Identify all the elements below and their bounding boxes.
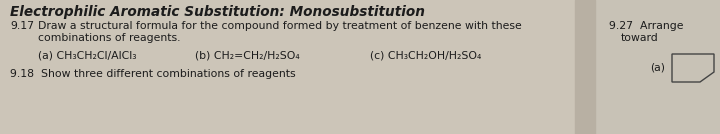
Text: (c) CH₃CH₂OH/H₂SO₄: (c) CH₃CH₂OH/H₂SO₄ <box>370 50 482 60</box>
Text: (a): (a) <box>650 62 665 72</box>
Text: Draw a structural formula for the compound formed by treatment of benzene with t: Draw a structural formula for the compou… <box>38 21 522 31</box>
Text: (a) CH₃CH₂Cl/AlCl₃: (a) CH₃CH₂Cl/AlCl₃ <box>38 50 137 60</box>
Text: (b) CH₂=CH₂/H₂SO₄: (b) CH₂=CH₂/H₂SO₄ <box>195 50 300 60</box>
Text: combinations of reagents.: combinations of reagents. <box>38 33 181 43</box>
Bar <box>595 0 720 134</box>
Text: 9.18  Show three different combinations of reagents: 9.18 Show three different combinations o… <box>10 69 296 79</box>
Text: toward: toward <box>621 33 659 43</box>
Bar <box>575 0 595 134</box>
Text: 9.17: 9.17 <box>10 21 34 31</box>
Bar <box>0 0 595 134</box>
Text: Electrophilic Aromatic Substitution: Monosubstitution: Electrophilic Aromatic Substitution: Mon… <box>10 5 425 19</box>
Text: 9.27  Arrange: 9.27 Arrange <box>609 21 683 31</box>
